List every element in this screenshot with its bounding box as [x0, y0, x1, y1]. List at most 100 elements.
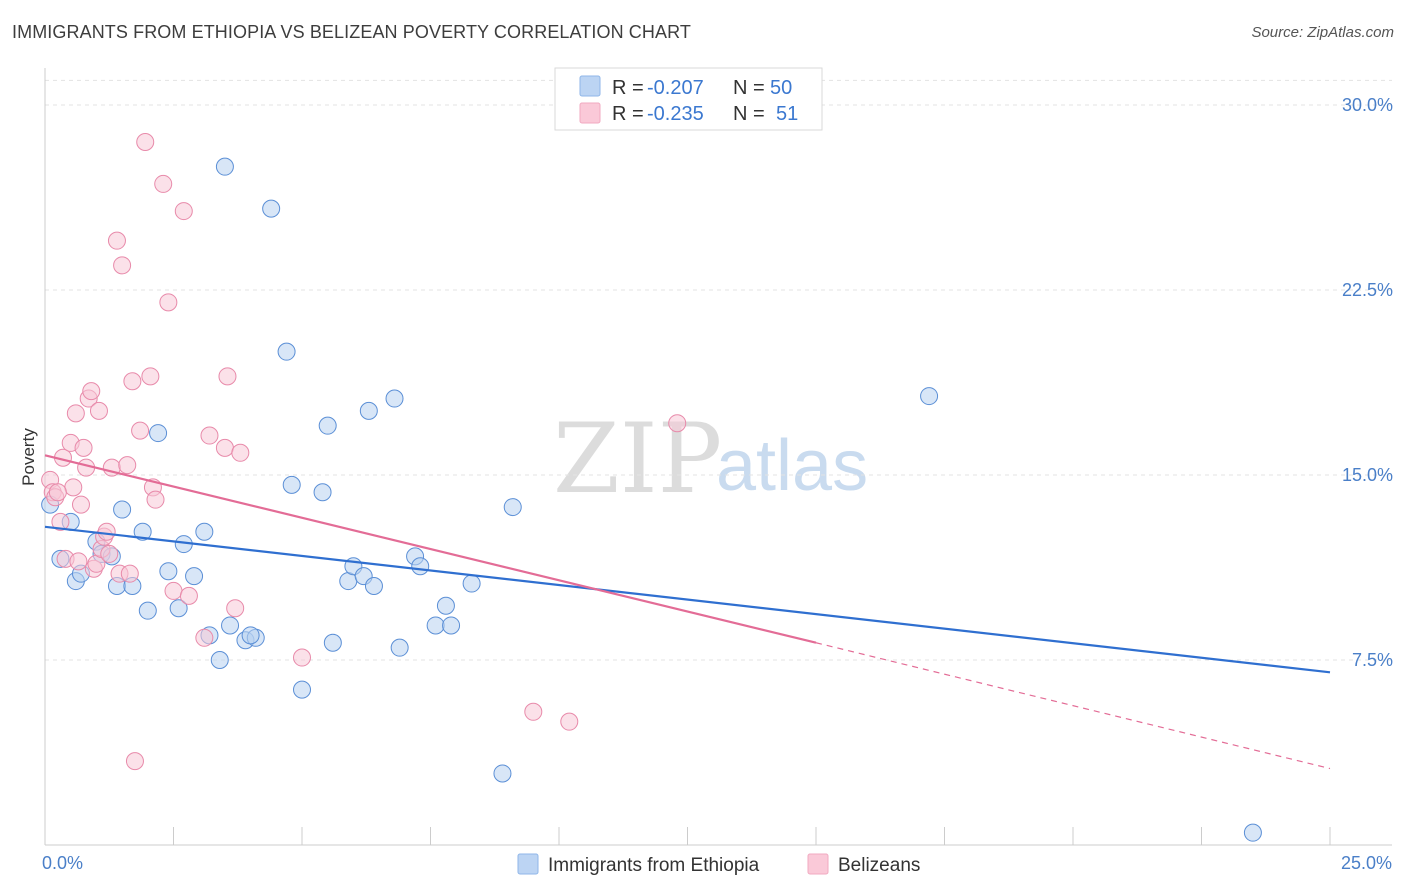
point-ethiopia-14 — [159, 562, 178, 581]
point-belizeans-42 — [218, 367, 237, 386]
x-ticks — [44, 827, 1331, 845]
point-belizeans-41 — [215, 438, 234, 457]
point-ethiopia-48 — [1243, 823, 1262, 842]
point-ethiopia-47 — [920, 387, 939, 406]
point-belizeans-24 — [113, 256, 132, 275]
point-ethiopia-13 — [149, 424, 168, 443]
point-ethiopia-30 — [318, 416, 337, 435]
point-ethiopia-29 — [313, 483, 332, 502]
legend-top: R = -0.207 N = 50 R = -0.235 N = 51 — [554, 67, 823, 131]
y-axis-label: Poverty — [19, 428, 38, 486]
point-ethiopia-28 — [293, 680, 311, 699]
point-belizeans-40 — [200, 426, 219, 445]
legend-swatch-ethiopia — [579, 75, 601, 97]
source-credit: Source: ZipAtlas.com — [1251, 24, 1394, 41]
legend-n-value-belizeans: 51 — [776, 103, 798, 125]
point-ethiopia-11 — [133, 522, 152, 541]
legend-bottom: Immigrants from Ethiopia Belizeans — [517, 853, 920, 876]
x-tick-label-max: 25.0% — [1341, 853, 1392, 873]
point-ethiopia-24 — [215, 157, 234, 176]
point-belizeans-20 — [97, 522, 116, 541]
point-ethiopia-49 — [241, 626, 260, 645]
point-belizeans-34 — [154, 174, 173, 193]
point-belizeans-22 — [107, 231, 126, 250]
point-belizeans-46 — [524, 702, 543, 721]
point-ethiopia-46 — [503, 498, 522, 517]
point-belizeans-43 — [226, 599, 245, 618]
point-belizeans-9 — [69, 552, 88, 571]
x-tick-label-min: 0.0% — [42, 853, 83, 873]
point-ethiopia-44 — [462, 574, 481, 593]
point-ethiopia-27 — [282, 475, 301, 494]
point-belizeans-33 — [146, 490, 165, 509]
legend-bottom-label-ethiopia: Immigrants from Ethiopia — [548, 855, 760, 876]
legend-n-value-ethiopia: 50 — [770, 77, 792, 99]
point-ethiopia-37 — [385, 389, 404, 408]
point-ethiopia-43 — [442, 616, 461, 635]
point-belizeans-45 — [293, 648, 311, 667]
point-belizeans-39 — [195, 628, 214, 647]
point-belizeans-38 — [179, 586, 198, 605]
point-ethiopia-12 — [138, 601, 157, 620]
point-ethiopia-42 — [436, 596, 455, 615]
point-belizeans-37 — [174, 202, 193, 221]
point-ethiopia-17 — [185, 567, 204, 586]
legend-n-label-belizeans: N = — [733, 103, 765, 125]
trend-line-ethiopia — [44, 525, 1331, 674]
point-belizeans-36 — [164, 581, 183, 600]
point-ethiopia-9 — [113, 500, 132, 519]
point-belizeans-27 — [123, 372, 142, 391]
point-belizeans-29 — [131, 421, 150, 440]
gridlines — [45, 79, 1392, 661]
y-tick-label-1: 15.0% — [1342, 465, 1393, 485]
y-tick-labels: 7.5% 15.0% 22.5% 30.0% — [1342, 95, 1393, 670]
y-tick-label-2: 22.5% — [1342, 280, 1393, 300]
point-belizeans-49 — [48, 483, 67, 502]
watermark-zip: ZIP — [553, 403, 722, 515]
watermark-atlas: atlas — [716, 426, 868, 506]
point-ethiopia-21 — [221, 616, 240, 635]
legend-r-label-ethiopia: R = — [612, 77, 644, 99]
point-ethiopia-26 — [277, 342, 296, 361]
point-ethiopia-35 — [359, 401, 378, 420]
trend-lines — [44, 454, 1331, 770]
trend-extension-belizeans — [815, 642, 1331, 770]
chart-title: IMMIGRANTS FROM ETHIOPIA VS BELIZEAN POV… — [12, 22, 691, 42]
point-belizeans-50 — [100, 544, 119, 563]
point-belizeans-14 — [82, 382, 101, 401]
point-ethiopia-18 — [195, 522, 214, 541]
point-ethiopia-38 — [390, 638, 409, 657]
series-belizeans-points — [41, 133, 687, 771]
point-belizeans-10 — [71, 495, 90, 514]
point-belizeans-3 — [51, 512, 70, 531]
point-belizeans-35 — [159, 293, 178, 312]
legend-r-label-belizeans: R = — [612, 103, 644, 125]
point-belizeans-11 — [74, 438, 93, 457]
point-belizeans-28 — [125, 752, 144, 771]
point-belizeans-30 — [136, 133, 155, 151]
legend-r-value-ethiopia: -0.207 — [647, 77, 704, 99]
legend-bottom-label-belizeans: Belizeans — [838, 855, 920, 876]
point-ethiopia-40 — [411, 557, 430, 576]
legend-n-label-ethiopia: N = — [733, 77, 765, 99]
legend-bottom-swatch-ethiopia — [517, 853, 539, 875]
point-belizeans-44 — [231, 443, 250, 462]
legend-swatch-belizeans — [579, 102, 601, 124]
y-tick-label-3: 30.0% — [1342, 95, 1393, 115]
y-tick-label-0: 7.5% — [1352, 650, 1393, 670]
point-belizeans-48 — [668, 414, 687, 433]
point-ethiopia-15 — [169, 599, 188, 618]
point-belizeans-25 — [118, 456, 137, 475]
point-ethiopia-36 — [364, 577, 383, 595]
point-belizeans-31 — [141, 367, 160, 386]
point-belizeans-8 — [66, 404, 85, 423]
point-ethiopia-20 — [210, 651, 229, 669]
axes — [44, 68, 1392, 846]
point-belizeans-26 — [120, 564, 139, 583]
trend-line-belizeans — [44, 454, 817, 644]
point-belizeans-47 — [560, 712, 579, 731]
point-belizeans-17 — [89, 401, 108, 420]
legend-bottom-swatch-belizeans — [807, 853, 829, 875]
point-ethiopia-25 — [262, 199, 281, 218]
